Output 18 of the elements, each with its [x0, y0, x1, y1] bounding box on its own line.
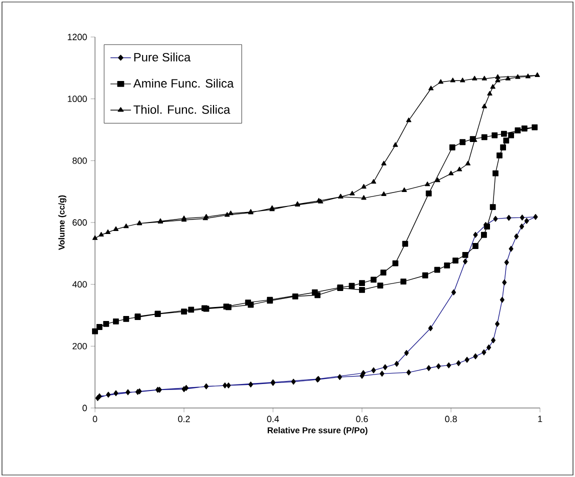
y-axis-title: Volume (cc/g)	[58, 195, 66, 250]
x-tick-label: 0.4	[267, 416, 279, 422]
y-tick-label: 1000	[68, 96, 87, 102]
y-tick-label: 200	[72, 342, 87, 350]
x-axis-title: Relative Pre ssure (P/Po)	[268, 427, 368, 435]
x-tick-label: 0	[92, 416, 98, 422]
y-tick-label: 400	[72, 281, 87, 288]
x-tick-label: 1	[538, 416, 542, 422]
legend-label: Thiol. Func. Silica	[134, 105, 230, 114]
legend-label: Pure Silica	[134, 52, 191, 62]
y-tick-label: 0	[82, 404, 87, 412]
x-tick-label: 0.8	[445, 416, 457, 422]
legend-label: Amine Func. Silica	[133, 78, 234, 88]
y-tick-label: 1200	[68, 34, 87, 40]
y-tick-label: 800	[72, 157, 87, 164]
x-tick-label: 0.2	[178, 416, 190, 422]
y-tick-label: 600	[72, 219, 87, 226]
x-tick-label: 0.6	[356, 416, 368, 422]
